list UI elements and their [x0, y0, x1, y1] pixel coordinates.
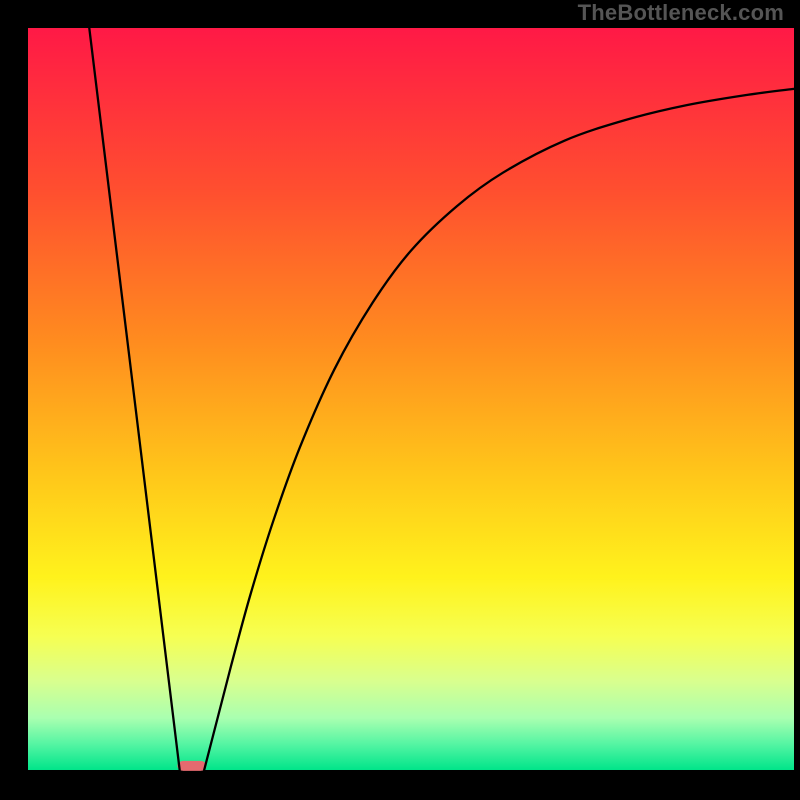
- plot-background: [28, 28, 794, 770]
- watermark-text: TheBottleneck.com: [578, 0, 784, 26]
- bottleneck-chart: [0, 0, 800, 800]
- chart-container: { "watermark": { "text": "TheBottleneck.…: [0, 0, 800, 800]
- optimal-marker: [177, 761, 206, 771]
